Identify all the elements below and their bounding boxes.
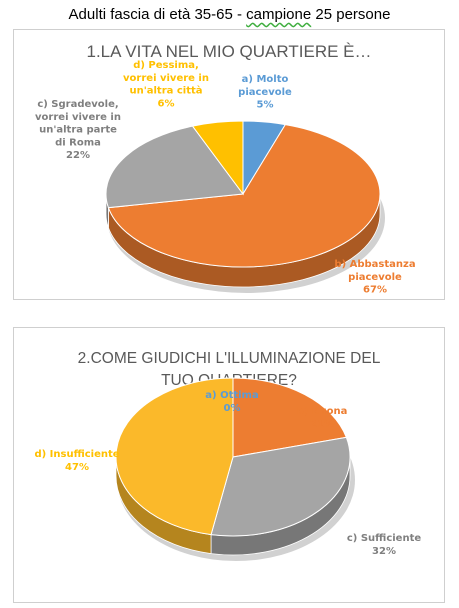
chart-1-label-1-line-1: piacevole bbox=[348, 272, 402, 283]
chart-1-pie bbox=[105, 120, 385, 293]
chart-1-label-3-line-0: d) Pessima, bbox=[133, 60, 199, 71]
chart-2-label-3-line-0: d) Insufficiente bbox=[34, 449, 119, 460]
header-text-after: 25 persone bbox=[311, 6, 391, 23]
chart-1-slice-1 bbox=[107, 124, 381, 268]
chart-1-label-0-line-1: piacevole bbox=[238, 87, 292, 98]
chart-1-slice-3 bbox=[191, 120, 244, 196]
chart-2-slice-2 bbox=[210, 436, 351, 537]
chart-1-svg: 1.LA VITA NEL MIO QUARTIERE È… a) Molto p… bbox=[35, 42, 416, 296]
chart-2-label-1-line-0: b) Buona bbox=[297, 406, 348, 417]
chart-2-slice-1 bbox=[232, 377, 348, 458]
chart-1-label-1: b) Abbastanza piacevole 67% bbox=[334, 259, 415, 296]
chart-2-label-0: a) Ottima 0% bbox=[205, 390, 258, 414]
chart-1-labels: a) Molto piacevole 5% b) Abbastanza piacevol… bbox=[35, 60, 416, 296]
chart-1-label-3: d) Pessima, vorrei vivere in un'altra citt… bbox=[123, 60, 209, 109]
chart-2-label-3: d) Insufficiente 47% bbox=[34, 449, 119, 473]
chart-1-label-0-line-2: 5% bbox=[257, 100, 274, 111]
chart-1-label-1-line-2: 67% bbox=[363, 285, 387, 296]
chart-1-label-3-line-3: 6% bbox=[158, 98, 175, 109]
chart-1-slice-2 bbox=[105, 125, 244, 209]
chart-1-label-2-line-0: c) Sgradevole, bbox=[37, 99, 118, 110]
chart-1-label-2-line-2: un'altra parte bbox=[39, 125, 117, 136]
chart-2-label-2: c) Sufficiente 32% bbox=[347, 533, 421, 557]
chart-2-label-1: b) Buona 21% bbox=[297, 406, 348, 430]
chart-1-label-0: a) Molto piacevole 5% bbox=[238, 74, 292, 111]
chart-1-title: 1.LA VITA NEL MIO QUARTIERE È… bbox=[87, 42, 372, 61]
chart-2-slice-3 bbox=[115, 377, 234, 536]
chart-1-frame: 1.LA VITA NEL MIO QUARTIERE È… a) Molto p… bbox=[13, 29, 445, 300]
chart-2-svg: 2.COME GIUDICHI L'ILLUMINAZIONE DEL TUO … bbox=[34, 350, 421, 561]
chart-1-label-2-line-3: di Roma bbox=[55, 137, 101, 148]
chart-2-label-3-line-1: 47% bbox=[65, 462, 89, 473]
chart-1-label-3-line-2: un'altra città bbox=[129, 85, 202, 97]
chart-1-label-2: c) Sgradevole, vorrei vivere in un'altra p… bbox=[35, 99, 121, 161]
chart-2-pie bbox=[115, 377, 355, 561]
page-header: Adulti fascia di età 35-65 - campione 25… bbox=[0, 6, 459, 23]
chart-2-labels: a) Ottima 0% b) Buona 21% c) Sufficiente 32% d… bbox=[34, 390, 421, 557]
chart-1-label-2-line-4: 22% bbox=[66, 150, 90, 161]
chart-2-frame: 2.COME GIUDICHI L'ILLUMINAZIONE DEL TUO … bbox=[13, 327, 445, 603]
chart-2-label-0-line-0: a) Ottima bbox=[205, 390, 258, 401]
chart-1-label-0-line-0: a) Molto bbox=[242, 74, 289, 85]
header-text-before: Adulti fascia di età 35-65 - bbox=[68, 6, 247, 23]
header-text-campione: campione bbox=[246, 6, 312, 23]
chart-2-label-2-line-0: c) Sufficiente bbox=[347, 533, 421, 544]
chart-2-label-0-line-1: 0% bbox=[224, 403, 241, 414]
chart-2-label-1-line-1: 21% bbox=[310, 419, 334, 430]
chart-1-label-3-line-1: vorrei vivere in bbox=[123, 73, 209, 84]
chart-2-label-2-line-1: 32% bbox=[372, 546, 396, 557]
chart-1-label-2-line-1: vorrei vivere in bbox=[35, 112, 121, 123]
chart-2-title-line-1: 2.COME GIUDICHI L'ILLUMINAZIONE DEL bbox=[78, 350, 381, 367]
chart-1-label-1-line-0: b) Abbastanza bbox=[334, 259, 415, 270]
